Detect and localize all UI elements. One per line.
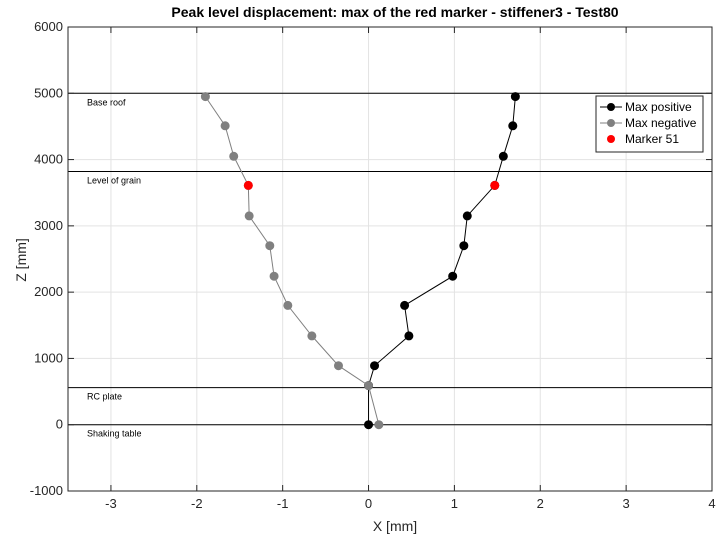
data-point [490, 180, 500, 190]
legend-label: Marker 51 [625, 132, 679, 146]
data-point [220, 121, 230, 131]
y-tick-label: 6000 [34, 19, 63, 34]
data-point [333, 361, 343, 371]
series-layer [200, 92, 520, 430]
data-point [200, 92, 210, 102]
x-tick-label: -3 [105, 496, 117, 511]
legend-marker [607, 135, 615, 143]
data-point [269, 271, 279, 281]
y-tick-label: 4000 [34, 152, 63, 167]
data-point [243, 180, 253, 190]
data-point [229, 151, 239, 161]
axes-box [67, 26, 713, 492]
legend-marker [607, 119, 615, 127]
y-tick-label: -1000 [30, 483, 63, 498]
y-tick-label: 3000 [34, 218, 63, 233]
data-point [510, 92, 520, 102]
data-point [370, 361, 380, 371]
y-tick-label: 2000 [34, 284, 63, 299]
data-point [364, 420, 374, 430]
x-tick-label: -1 [277, 496, 289, 511]
x-axis-label: X [mm] [373, 518, 417, 534]
data-point [462, 211, 472, 221]
series-line [204, 96, 380, 425]
legend-label: Max positive [625, 100, 692, 114]
data-point [364, 381, 374, 391]
reference-line-label: Base roof [87, 97, 126, 107]
x-tick-label: 2 [537, 496, 544, 511]
legend-marker [607, 103, 615, 111]
chart-title: Peak level displacement: max of the red … [171, 4, 618, 20]
data-point [508, 121, 518, 131]
x-tick-label: 3 [623, 496, 630, 511]
x-tick-label: -2 [191, 496, 203, 511]
reference-lines: Base roof Level of grain RC plate Shaking t… [68, 92, 712, 439]
legend-label: Max negative [625, 116, 697, 130]
x-tick-label: 0 [365, 496, 372, 511]
reference-line-label: Level of grain [87, 176, 141, 186]
data-point [283, 300, 293, 310]
data-point [374, 420, 384, 430]
data-point [448, 271, 458, 281]
data-point [404, 331, 414, 341]
x-tick-label: 1 [451, 496, 458, 511]
data-point [307, 331, 317, 341]
data-point [244, 211, 254, 221]
data-point [498, 151, 508, 161]
axes: -3 -2 -1 0 1 2 3 4 -1000 0 1000 2000 3000 4000 5000 600… [30, 19, 716, 511]
reference-line-label: RC plate [87, 392, 122, 402]
y-axis-label: Z [mm] [13, 238, 29, 282]
y-tick-label: 1000 [34, 350, 63, 365]
legend: Max positive Max negative Marker 51 [595, 95, 704, 153]
y-tick-label: 5000 [34, 85, 63, 100]
data-point [459, 241, 469, 251]
reference-line-label: Shaking table [87, 429, 142, 439]
x-tick-label: 4 [708, 496, 715, 511]
data-point [400, 300, 410, 310]
data-point [265, 241, 275, 251]
y-tick-label: 0 [56, 417, 63, 432]
